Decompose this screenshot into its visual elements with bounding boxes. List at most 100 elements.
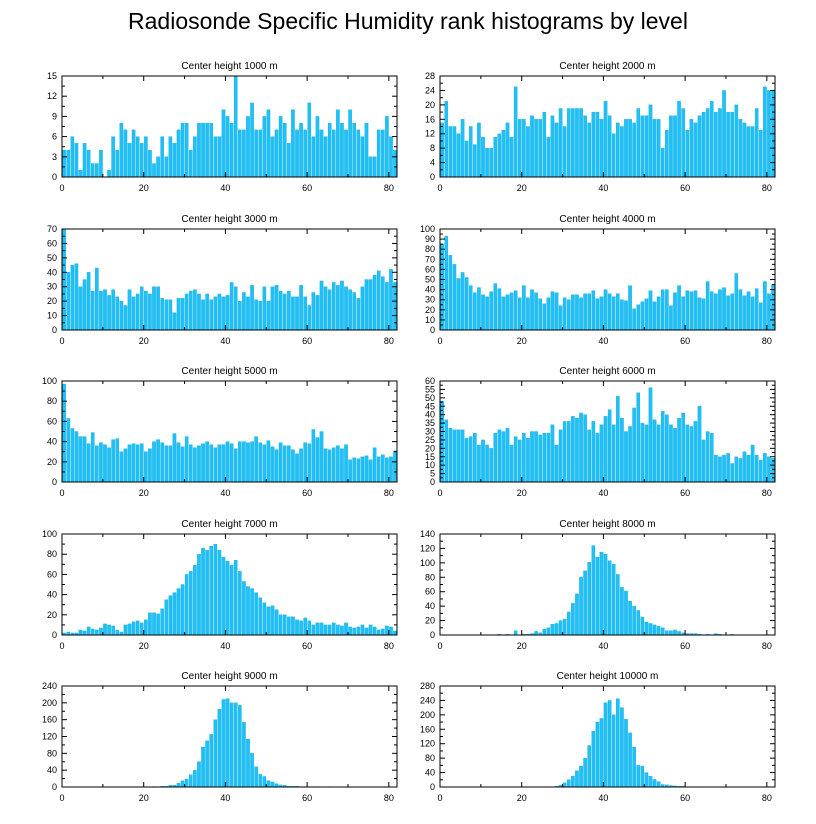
histogram-bar xyxy=(562,297,567,331)
x-tick-label: 60 xyxy=(302,488,312,498)
histogram-bar xyxy=(201,299,205,331)
histogram-bar xyxy=(319,280,324,331)
histogram-bar xyxy=(209,545,214,636)
y-tick-label: 50 xyxy=(425,393,435,403)
y-tick-label: 20 xyxy=(47,296,57,306)
histogram-panel-5: Center height 5000 m 0 20 40 60 80 0 20 40 60 80 10… xyxy=(42,366,398,498)
histogram-bar xyxy=(477,122,481,178)
histogram-bar xyxy=(70,264,75,331)
histogram-bar xyxy=(274,285,279,331)
histogram-bar xyxy=(193,565,197,636)
y-tick-label: 60 xyxy=(425,376,435,386)
histogram-bar xyxy=(393,450,397,483)
y-tick-label: 120 xyxy=(42,732,57,742)
histogram-bar xyxy=(197,293,201,331)
histogram-bar xyxy=(119,300,124,331)
panel-title: Center height 9000 m xyxy=(181,671,277,682)
histogram-bar xyxy=(115,149,120,178)
histogram-bar xyxy=(644,298,649,331)
histogram-bar xyxy=(270,136,275,178)
histogram-bar xyxy=(554,292,559,331)
histogram-bar xyxy=(534,431,538,483)
histogram-bar xyxy=(652,779,657,788)
histogram-bar xyxy=(624,300,628,331)
histogram-bar xyxy=(660,289,665,331)
histogram-bar xyxy=(517,439,522,483)
histogram-bar xyxy=(209,122,214,178)
y-tick-label: 0 xyxy=(52,325,57,335)
x-tick-label: 20 xyxy=(139,183,149,193)
histogram-bar xyxy=(188,774,193,788)
histogram-bar xyxy=(607,293,612,331)
histogram-bar xyxy=(307,443,312,483)
histogram-bar xyxy=(266,109,271,178)
histogram-bar xyxy=(583,293,587,331)
histogram-bar xyxy=(295,453,299,483)
histogram-bar xyxy=(372,626,377,636)
histogram-bar xyxy=(242,441,246,483)
histogram-bar xyxy=(205,740,209,788)
histogram-bar xyxy=(323,286,328,331)
histogram-bar xyxy=(554,623,559,636)
histogram-bar xyxy=(327,624,332,636)
histogram-bar xyxy=(697,406,702,483)
histogram-bar xyxy=(550,624,555,636)
y-tick-label: 80 xyxy=(425,753,435,763)
histogram-bar xyxy=(323,136,328,178)
histogram-bar xyxy=(352,457,356,483)
x-tick-label: 40 xyxy=(598,183,608,193)
histogram-bar xyxy=(660,411,665,483)
histogram-bar xyxy=(660,147,665,178)
histogram-bar xyxy=(530,431,534,483)
histogram-bar xyxy=(278,290,283,331)
histogram-bar xyxy=(493,283,498,331)
histogram-bar xyxy=(278,442,283,483)
histogram-bar xyxy=(193,770,197,788)
histogram-bar xyxy=(176,442,181,483)
histogram-bar xyxy=(583,570,587,636)
histogram-bar xyxy=(628,426,632,483)
histogram-bar xyxy=(685,290,690,331)
histogram-bar xyxy=(217,709,222,788)
panel-title: Center height 4000 m xyxy=(559,214,655,225)
y-tick-label: 80 xyxy=(47,396,57,406)
histogram-bar xyxy=(205,122,209,178)
histogram-bar xyxy=(701,439,706,483)
histogram-bar xyxy=(583,757,587,788)
histogram-bar xyxy=(591,545,596,636)
histogram-bar xyxy=(364,455,369,483)
histogram-bar xyxy=(481,294,485,331)
histogram-bar xyxy=(160,442,164,483)
histogram-bar xyxy=(754,108,759,178)
histogram-bar xyxy=(74,263,79,331)
histogram-bar xyxy=(677,101,681,178)
histogram-bar xyxy=(530,289,534,331)
histogram-bar xyxy=(152,441,156,483)
histogram-bar xyxy=(575,294,579,331)
x-tick-label: 80 xyxy=(762,488,772,498)
histogram-bar xyxy=(385,282,389,331)
histogram-bar xyxy=(558,305,563,331)
histogram-bar xyxy=(591,290,596,331)
histogram-bar xyxy=(722,287,726,331)
histogram-bar xyxy=(156,613,160,636)
histogram-bar xyxy=(274,129,279,178)
histogram-bar xyxy=(352,122,356,178)
histogram-bar xyxy=(303,442,307,483)
histogram-bar xyxy=(738,119,743,178)
histogram-bar xyxy=(95,267,99,331)
histogram-bar xyxy=(681,412,685,483)
histogram-bar xyxy=(90,432,95,483)
histogram-bar xyxy=(282,614,287,636)
histogram-bar xyxy=(176,588,181,636)
histogram-bar xyxy=(722,454,726,483)
y-tick-label: 5 xyxy=(430,469,435,479)
histogram-bar xyxy=(697,297,702,331)
histogram-bar xyxy=(188,444,193,483)
histogram-bar xyxy=(148,293,152,331)
histogram-bar xyxy=(509,137,514,178)
histogram-bar xyxy=(258,774,263,788)
histogram-bar xyxy=(628,285,632,331)
histogram-bar xyxy=(168,595,173,636)
histogram-bar xyxy=(587,429,592,483)
